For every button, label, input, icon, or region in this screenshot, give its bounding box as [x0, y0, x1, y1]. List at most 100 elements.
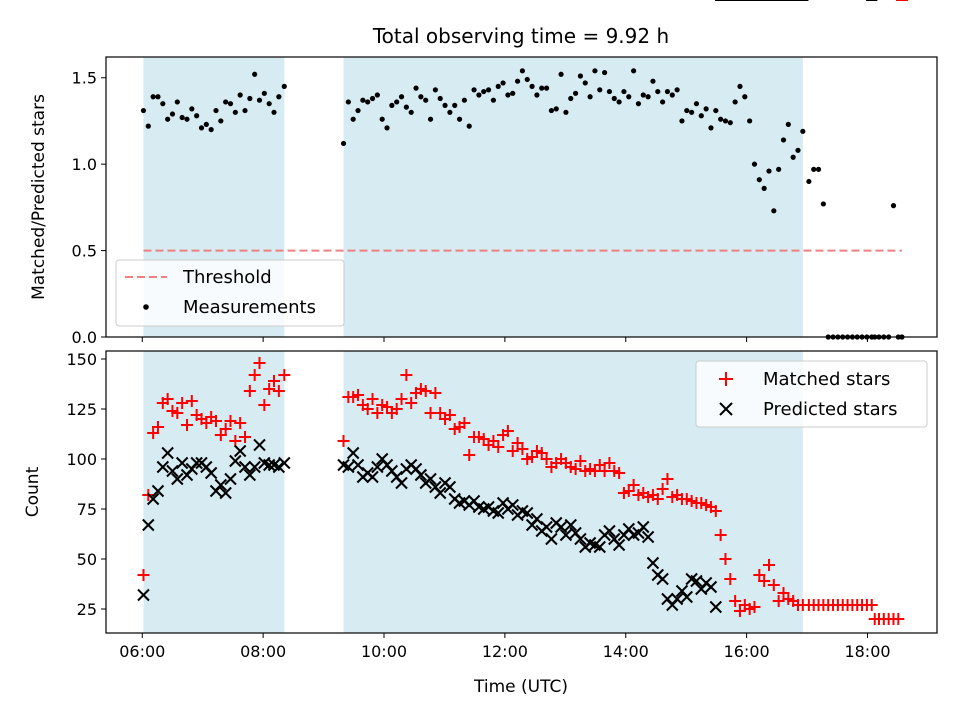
- predicted-star-point: [521, 506, 534, 520]
- y-tick-label: 1.0: [72, 155, 97, 174]
- x-tick-label: 14:00: [603, 642, 649, 661]
- measurement-point: [403, 104, 409, 110]
- matched-star-point: [161, 393, 174, 405]
- predicted-star-point: [603, 524, 616, 538]
- predicted-star-point: [656, 572, 669, 586]
- matched-star-point: [501, 425, 514, 437]
- matched-star-point: [627, 479, 640, 491]
- measurement-point: [660, 99, 666, 105]
- measurement-point: [693, 101, 700, 107]
- matched-star-point: [176, 397, 189, 409]
- measurement-point: [669, 92, 675, 98]
- predicted-star-point: [371, 460, 384, 474]
- measurement-point: [155, 94, 161, 100]
- predicted-star-point: [166, 464, 179, 478]
- matched-star-point: [243, 385, 256, 397]
- predicted-star-point: [253, 438, 266, 452]
- measurement-point: [722, 118, 729, 124]
- measurement-point: [345, 99, 351, 105]
- measurements-legend-label: Measurements: [183, 297, 316, 318]
- measurement-point: [208, 126, 214, 133]
- matched-legend-label: Matched stars: [763, 369, 890, 390]
- measurement-point: [223, 99, 229, 105]
- matched-star-point: [865, 599, 878, 611]
- measurement-point: [577, 73, 584, 79]
- measurement-point: [232, 109, 238, 115]
- measurement-point: [427, 116, 434, 122]
- matched-star-point: [724, 573, 737, 585]
- predicted-star-point: [709, 600, 723, 614]
- measurement-point: [281, 83, 287, 89]
- matched-star-point: [337, 435, 350, 447]
- measurement-point: [780, 137, 787, 143]
- figure-title: Total observing time = 9.92 h: [372, 24, 669, 48]
- measurement-point: [408, 109, 414, 115]
- predicted-star-point: [262, 458, 276, 472]
- matched-star-point: [263, 383, 276, 395]
- measurement-point: [718, 116, 724, 122]
- matched-star-point: [248, 369, 261, 381]
- count-legend-frame: [695, 360, 928, 428]
- observing-window: [343, 57, 803, 337]
- measurement-point: [447, 109, 453, 115]
- measurement-point: [655, 88, 661, 95]
- measurement-point: [365, 99, 371, 105]
- predicted-star-point: [156, 460, 170, 474]
- count-axes-frame: [105, 350, 938, 634]
- matched-star-point: [613, 467, 626, 479]
- predicted-star-point: [670, 592, 684, 606]
- measurement-point: [689, 109, 695, 115]
- measurement-point: [485, 87, 492, 93]
- ratio-legend-frame: [115, 259, 345, 327]
- measurement-point: [490, 97, 496, 103]
- predicted-star-point: [641, 530, 655, 544]
- measurement-point: [252, 71, 258, 77]
- measurement-point: [389, 102, 395, 108]
- measurement-point: [276, 94, 282, 100]
- y-tick-label: 50: [77, 550, 97, 569]
- ratio-axes-frame: [105, 56, 938, 338]
- measurement-point: [602, 69, 608, 76]
- measurement-point: [179, 114, 185, 121]
- matched-star-point: [748, 601, 761, 613]
- matched-star-point: [574, 455, 587, 467]
- measurement-point: [369, 95, 376, 102]
- measurement-point: [423, 97, 429, 103]
- measurement-point: [747, 118, 753, 124]
- measurement-point: [703, 106, 709, 112]
- matched-star-point: [224, 415, 237, 427]
- measurement-point: [751, 161, 758, 167]
- measurement-point: [572, 90, 579, 96]
- measurement-point: [761, 185, 767, 191]
- measurement-point: [650, 78, 656, 84]
- measurement-point: [621, 88, 627, 95]
- matched-star-point: [253, 357, 266, 369]
- measurement-point: [471, 87, 477, 93]
- predicted-star-point: [395, 476, 408, 490]
- measurement-point: [742, 94, 748, 100]
- measurement-point: [534, 92, 540, 98]
- matched-star-point: [603, 457, 616, 469]
- predicted-star-point: [146, 492, 160, 506]
- measurement-point: [529, 83, 535, 89]
- measurement-point: [261, 90, 267, 96]
- measurement-point: [626, 94, 632, 100]
- predicted-star-point: [545, 532, 558, 546]
- matched-star-point: [463, 449, 476, 461]
- matched-star-point: [180, 419, 193, 431]
- matched-star-point: [352, 389, 365, 401]
- measurement-point: [360, 97, 366, 103]
- measurement-point: [456, 116, 463, 122]
- measurement-point: [510, 90, 516, 96]
- measurement-point: [640, 92, 646, 98]
- ratio-legend: Threshold Measurements: [115, 259, 345, 327]
- measurement-point: [150, 94, 156, 100]
- measurement-point: [679, 118, 685, 124]
- measurement-point: [785, 121, 791, 128]
- measurement-point: [587, 94, 593, 100]
- predicted-star-point: [351, 458, 365, 472]
- measurement-point: [592, 68, 598, 74]
- matched-star-point: [151, 421, 164, 433]
- predicted-star-point: [190, 456, 203, 470]
- y-tick-label: 100: [66, 450, 97, 469]
